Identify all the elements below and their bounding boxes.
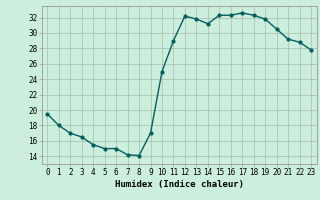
X-axis label: Humidex (Indice chaleur): Humidex (Indice chaleur) [115,180,244,189]
